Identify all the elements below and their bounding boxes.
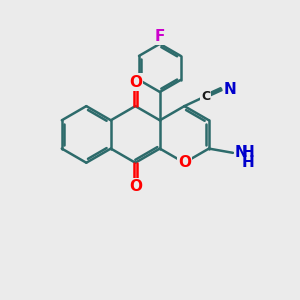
Text: N: N [234, 145, 247, 160]
Text: O: O [178, 155, 191, 170]
Text: O: O [129, 179, 142, 194]
Text: F: F [155, 29, 165, 44]
Text: H: H [242, 145, 254, 160]
Text: O: O [129, 75, 142, 90]
Text: H: H [242, 155, 254, 170]
Text: C: C [201, 90, 210, 103]
Text: N: N [224, 82, 237, 97]
